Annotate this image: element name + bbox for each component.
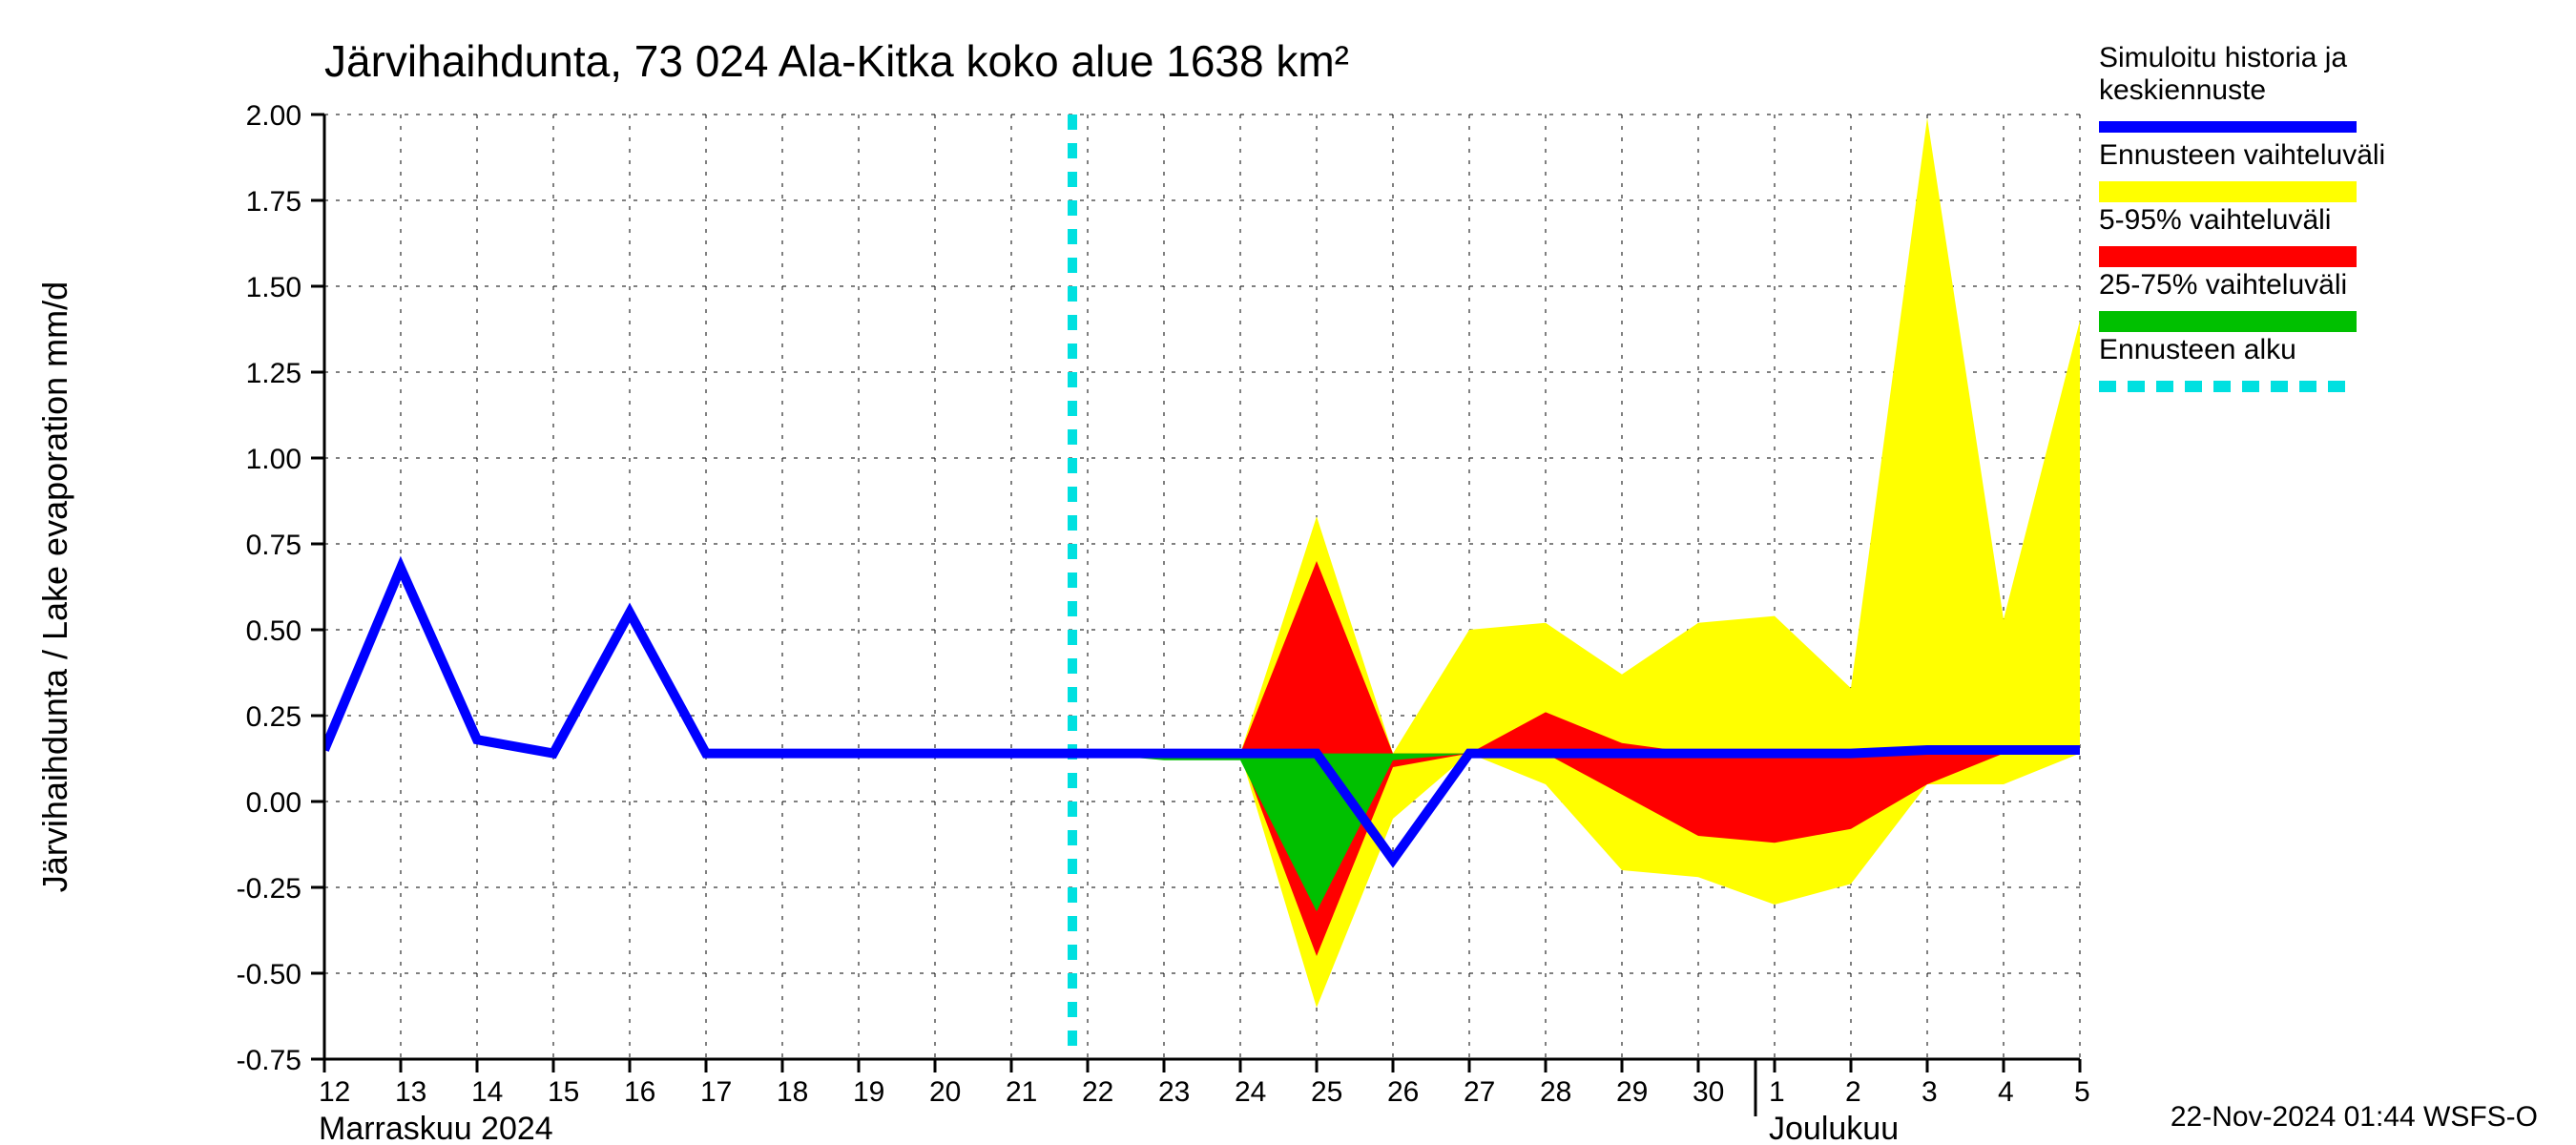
- legend-label: Simuloitu historia ja: [2099, 42, 2347, 73]
- chart-title: Järvihaihdunta, 73 024 Ala-Kitka koko al…: [324, 36, 1349, 86]
- y-tick-label: 0.00: [246, 787, 301, 819]
- x-tick-label: 24: [1235, 1076, 1266, 1108]
- legend-swatch: [2099, 311, 2357, 332]
- footer-timestamp: 22-Nov-2024 01:44 WSFS-O: [2171, 1101, 2538, 1133]
- y-tick-label: 2.00: [246, 100, 301, 132]
- x-tick-label: 18: [777, 1076, 808, 1108]
- y-tick-label: -0.75: [237, 1045, 301, 1076]
- x-tick-label: 27: [1464, 1076, 1495, 1108]
- x-tick-label: 12: [319, 1076, 350, 1108]
- chart-container: -0.75 -0.50 -0.25 0.00 0.25 0.50 0.75 1.00 1.25 1…: [0, 0, 2576, 1145]
- x-tick-label: 28: [1540, 1076, 1571, 1108]
- x-tick-label: 17: [700, 1076, 732, 1108]
- y-tick-label: 0.50: [246, 615, 301, 647]
- month1-label-line1: Marraskuu 2024: [319, 1111, 553, 1145]
- y-tick-label: 1.25: [246, 358, 301, 389]
- legend-swatch: [2099, 181, 2357, 202]
- x-tick-label: 26: [1387, 1076, 1419, 1108]
- x-tick-label: 4: [1998, 1076, 2014, 1108]
- x-tick-label: 5: [2074, 1076, 2090, 1108]
- x-tick-label: 13: [395, 1076, 426, 1108]
- x-tick-label: 20: [929, 1076, 961, 1108]
- x-tick-label: 23: [1158, 1076, 1190, 1108]
- x-tick-label: 15: [548, 1076, 579, 1108]
- legend-label: 25-75% vaihteluväli: [2099, 269, 2347, 301]
- y-tick-label: 1.50: [246, 272, 301, 303]
- y-axis-title: Järvihaihdunta / Lake evaporation mm/d: [35, 281, 74, 892]
- legend-swatch: [2099, 246, 2357, 267]
- x-tick-label: 19: [853, 1076, 884, 1108]
- legend-label: Ennusteen vaihteluväli: [2099, 139, 2385, 171]
- y-tick-label: -0.25: [237, 873, 301, 905]
- legend-label: Ennusteen alku: [2099, 334, 2296, 365]
- x-tick-label: 25: [1311, 1076, 1342, 1108]
- x-tick-label: 1: [1769, 1076, 1785, 1108]
- x-tick-label: 30: [1693, 1076, 1724, 1108]
- month2-label-line1: Joulukuu: [1769, 1111, 1899, 1145]
- legend-label: 5-95% vaihteluväli: [2099, 204, 2331, 236]
- x-tick-label: 22: [1082, 1076, 1113, 1108]
- x-tick-label: 2: [1845, 1076, 1861, 1108]
- y-tick-label: 0.25: [246, 701, 301, 733]
- y-tick-label: -0.50: [237, 959, 301, 990]
- x-tick-label: 14: [471, 1076, 503, 1108]
- x-tick-label: 16: [624, 1076, 655, 1108]
- x-tick-label: 21: [1006, 1076, 1037, 1108]
- x-tick-label: 29: [1616, 1076, 1648, 1108]
- lake-evaporation-chart: -0.75 -0.50 -0.25 0.00 0.25 0.50 0.75 1.00 1.25 1…: [0, 0, 2576, 1145]
- y-tick-label: 1.75: [246, 186, 301, 218]
- y-tick-label: 1.00: [246, 444, 301, 475]
- legend-label: keskiennuste: [2099, 74, 2266, 106]
- y-tick-label: 0.75: [246, 530, 301, 561]
- x-tick-label: 3: [1922, 1076, 1938, 1108]
